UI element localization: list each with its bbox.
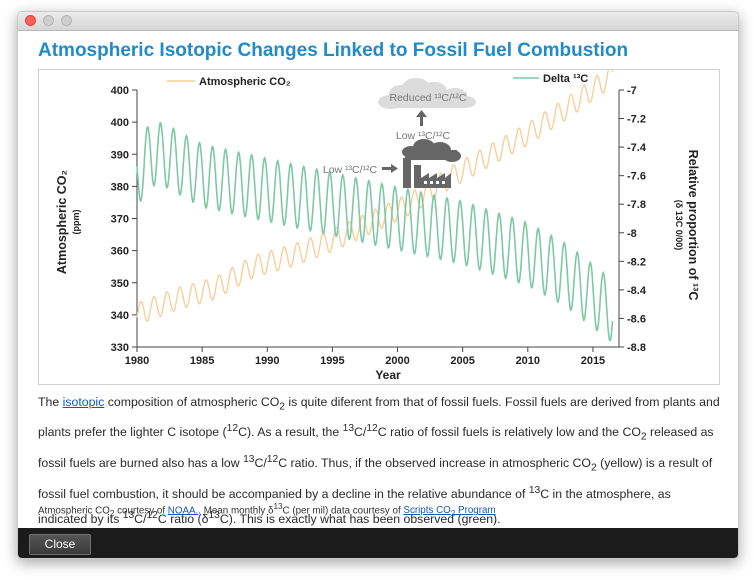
scripps-link[interactable]: Scripts CO2 Program [403, 505, 496, 519]
left-tick-label: 360 [111, 246, 129, 258]
x-tick-label: 1990 [255, 355, 279, 367]
minimize-window-icon[interactable] [43, 15, 54, 26]
low-ratio-upper-label: Low ¹³C/¹²C [396, 130, 451, 142]
text-run: is quite diferent from that of fossil fu… [38, 395, 720, 440]
right-tick-label: -8 [627, 228, 637, 240]
x-tick-label: 2015 [581, 355, 605, 367]
text-run: . Mean monthly δ [198, 505, 274, 517]
subscript: 2 [279, 401, 285, 413]
footer-bar: Close [18, 528, 738, 558]
right-axis-unit: (δ 13C 0/00) [674, 200, 684, 250]
right-arrow-icon [382, 164, 398, 173]
legend-co2-label: Atmospheric CO₂ [199, 76, 291, 88]
superscript: 13 [528, 484, 541, 496]
text-run: courtesy of [114, 505, 168, 517]
legend: Atmospheric CO₂ Delta ¹³C [167, 73, 588, 88]
text-run: Atmospheric CO [38, 505, 110, 517]
left-axis-ticks: 400 400 390 380 370 360 350 340 330 [111, 85, 137, 354]
link-text: Scripts CO [403, 505, 451, 517]
link-text: Program [455, 505, 496, 517]
x-tick-label: 2010 [516, 355, 540, 367]
data-credit: Atmospheric CO2 courtesy of NOAA.. Mean … [38, 502, 722, 518]
right-tick-label: -7.8 [627, 199, 646, 211]
superscript: 13 [208, 509, 220, 521]
x-tick-label: 2005 [450, 355, 474, 367]
smoke-cloud-icon [402, 139, 461, 162]
superscript: 13 [243, 454, 255, 465]
factory-icon [403, 158, 451, 188]
x-tick-label: 1995 [320, 355, 344, 367]
left-tick-label: 370 [111, 214, 129, 226]
subscript: 2 [450, 509, 456, 519]
co2-series-line [136, 70, 614, 322]
text-run: C). This is exactly what has been observ… [219, 511, 501, 526]
left-tick-label: 330 [111, 342, 129, 354]
superscript: 12 [146, 509, 158, 521]
text-run: C ratio of fossil fuels is relatively lo… [377, 425, 641, 440]
illustration: Reduced ¹³C/¹²C Low ¹³C/¹²C Low ¹³C/¹²C [323, 78, 476, 188]
left-axis-title: Atmospheric CO₂ [55, 170, 69, 274]
noaa-link[interactable]: NOAA. [167, 505, 199, 517]
delta13c-series-line [136, 121, 614, 342]
reduced-ratio-label: Reduced ¹³C/¹²C [389, 92, 466, 104]
left-tick-label: 380 [111, 181, 129, 193]
left-axis-unit: (ppm) [71, 210, 81, 235]
left-tick-label: 340 [111, 310, 129, 322]
left-tick-label: 400 [111, 117, 129, 129]
x-tick-label: 1985 [190, 355, 214, 367]
subscript: 2 [640, 432, 647, 443]
superscript: 13 [273, 502, 283, 511]
reduced-cloud-icon [378, 78, 476, 109]
superscript: 13 [342, 423, 355, 435]
right-tick-label: -8.4 [627, 285, 647, 297]
subscript: 2 [591, 462, 597, 474]
left-tick-label: 350 [111, 278, 129, 290]
text-run: composition of atmospheric CO [104, 395, 280, 409]
isotopic-link[interactable]: isotopic [62, 395, 105, 409]
text-run: C ratio. Thus, if the observed increase … [278, 456, 591, 471]
superscript: 13 [122, 509, 135, 521]
text-run: C in the atmosphere, as indicated by its [38, 486, 671, 526]
text-run: C/ [254, 456, 267, 471]
text-run: C (per mil) data courtesy of [282, 505, 404, 517]
x-axis-title: Year [375, 368, 401, 382]
text-run: (yellow) is a result of fossil fuel comb… [38, 456, 713, 501]
page-title: Atmospheric Isotopic Changes Linked to F… [38, 40, 629, 61]
superscript: 12 [366, 423, 378, 435]
close-window-icon[interactable] [25, 15, 36, 26]
right-tick-label: -8.8 [627, 342, 646, 354]
low-ratio-left-label: Low ¹³C/¹²C [323, 164, 378, 176]
text-run: C/ [354, 425, 367, 440]
right-tick-label: -8.6 [627, 313, 646, 325]
up-arrow-icon [416, 110, 427, 126]
close-button[interactable]: Close [29, 534, 91, 555]
right-tick-label: -7 [627, 85, 637, 97]
right-tick-label: -7.4 [627, 142, 647, 154]
description-paragraph: The isotopic composition of atmospheric … [38, 391, 722, 530]
title-bar [18, 12, 738, 31]
chart-panel: 400 400 390 380 370 360 350 340 330 -7 -7.2 -7.4 -7… [38, 69, 720, 385]
superscript: 12 [266, 454, 279, 465]
right-tick-label: -7.2 [627, 114, 646, 126]
text-run: The [38, 395, 63, 409]
zoom-window-icon[interactable] [61, 15, 72, 26]
left-tick-label: 400 [111, 85, 129, 97]
superscript: 12 [226, 423, 239, 435]
x-axis-ticks: 1980 1985 1990 1995 2000 2005 2010 2015 [125, 347, 605, 367]
right-tick-label: -8.2 [627, 256, 646, 268]
left-tick-label: 390 [111, 149, 129, 161]
modal-window: Atmospheric Isotopic Changes Linked to F… [17, 11, 739, 559]
text-run: released as fossil fuels are burned also… [38, 425, 714, 471]
text-run: C ratio (δ [157, 511, 209, 526]
text-run: C). As a result, the [238, 425, 343, 440]
x-tick-label: 2000 [385, 355, 409, 367]
subscript: 2 [109, 509, 115, 519]
legend-delta-label: Delta ¹³C [543, 73, 588, 85]
x-tick-label: 1980 [125, 355, 149, 367]
right-tick-label: -7.6 [627, 171, 646, 183]
right-axis-title: Relative proportion of ¹³C [686, 150, 700, 301]
right-axis-ticks: -7 -7.2 -7.4 -7.6 -7.8 -8 -8.2 -8.4 -8.6 -8.8 [619, 85, 647, 354]
text-run: C/ [134, 511, 147, 526]
